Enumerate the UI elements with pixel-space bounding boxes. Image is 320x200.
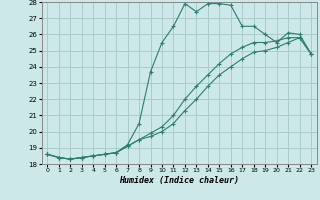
X-axis label: Humidex (Indice chaleur): Humidex (Indice chaleur) — [119, 176, 239, 185]
